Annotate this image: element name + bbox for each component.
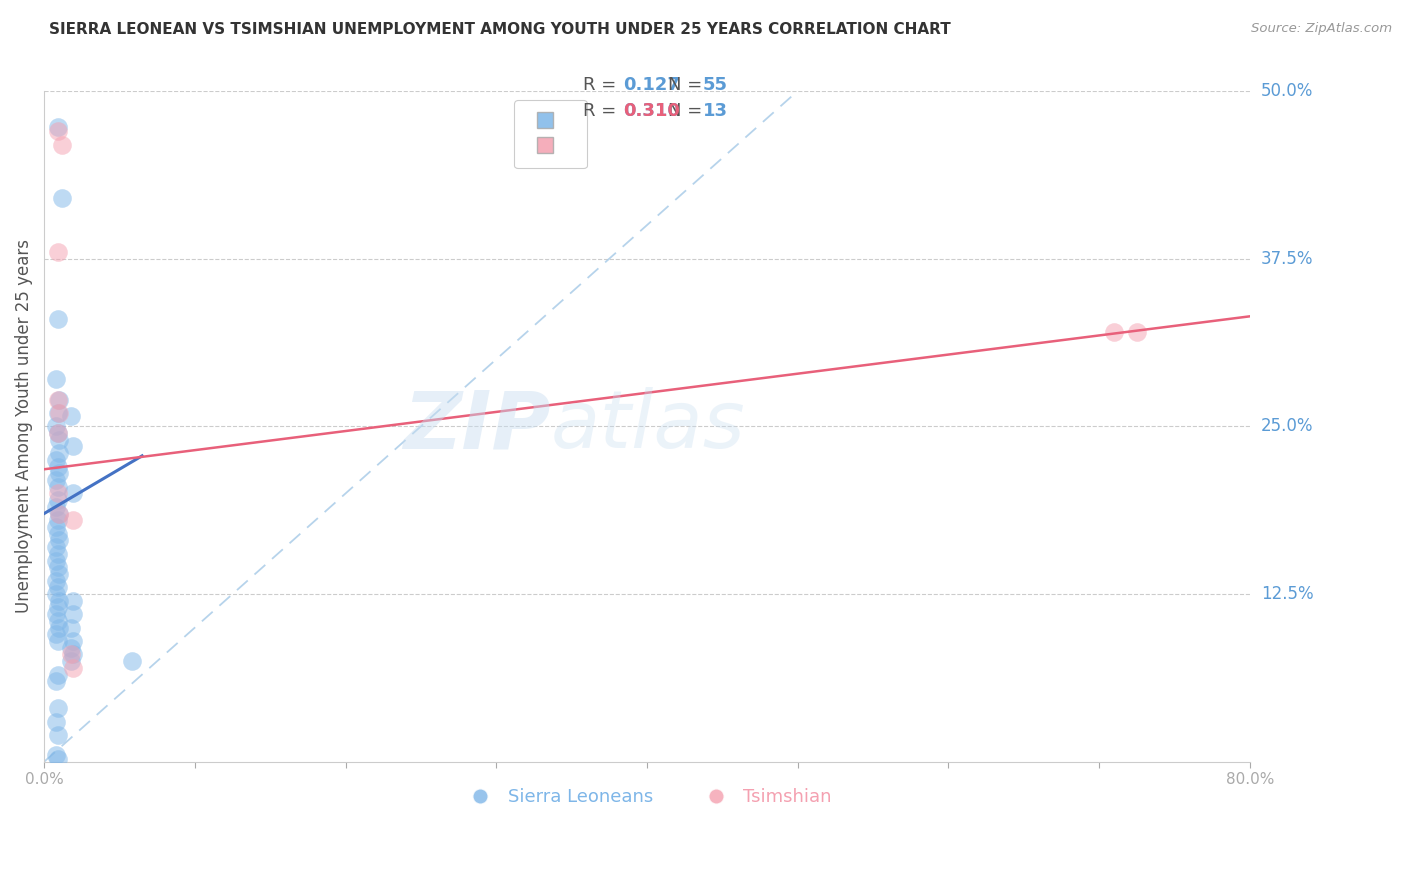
Point [46,392,69,407]
Text: 50.0%: 50.0% [1261,82,1313,100]
Point [48,406,70,420]
Point [45,419,67,434]
Text: 12.5%: 12.5% [1261,585,1313,603]
Y-axis label: Unemployment Among Youth under 25 years: Unemployment Among Youth under 25 years [15,239,32,614]
Text: 0.310: 0.310 [623,103,679,120]
Point [46,513,69,527]
Point [45,453,67,467]
Point [46,312,69,326]
Point [45,553,67,567]
Point [46,425,69,440]
Point [48,467,70,481]
Point [48,507,70,521]
Text: 0.310: 0.310 [623,103,679,120]
Point [46,667,69,681]
Point [1104,326,1126,340]
Point [62,440,84,454]
Point [46,526,69,541]
Point [46,124,69,138]
Point [46,459,69,474]
Point [46,244,69,259]
Legend: Sierra Leoneans, Tsimshian: Sierra Leoneans, Tsimshian [456,780,839,814]
Point [45,607,67,622]
Point [48,594,70,608]
Point [1126,326,1149,340]
Point [46,560,69,574]
Point [46,600,69,615]
Point [46,120,69,135]
Point [62,486,84,500]
Point [48,507,70,521]
Text: 25.0%: 25.0% [1261,417,1313,435]
Point [62,661,84,675]
Text: 13: 13 [703,103,728,120]
Point [46,493,69,508]
Point [45,714,67,729]
Point [46,547,69,561]
Point [51,137,73,152]
Point [48,392,70,407]
Point [60,409,83,423]
Text: 55: 55 [703,76,728,94]
Text: ZIP: ZIP [404,387,551,466]
Point [48,433,70,447]
Text: 37.5%: 37.5% [1261,250,1313,268]
Text: SIERRA LEONEAN VS TSIMSHIAN UNEMPLOYMENT AMONG YOUTH UNDER 25 YEARS CORRELATION : SIERRA LEONEAN VS TSIMSHIAN UNEMPLOYMENT… [49,22,950,37]
Point [45,473,67,487]
Text: R =: R = [583,76,623,94]
Point [48,621,70,635]
Point [48,566,70,581]
Text: atlas: atlas [551,387,745,466]
Point [46,406,69,420]
Point [46,486,69,500]
Point [46,634,69,648]
Point [45,540,67,554]
Point [62,594,84,608]
Point [51,191,73,205]
Text: R =: R = [583,103,623,120]
Point [60,621,83,635]
Point [60,640,83,655]
Point [121,654,143,668]
Point [62,607,84,622]
Point [45,574,67,588]
Point [46,480,69,494]
Point [45,674,67,689]
Point [62,634,84,648]
Point [45,500,67,514]
Text: N =: N = [668,76,707,94]
Point [46,614,69,628]
Text: N =: N = [668,103,707,120]
Point [46,728,69,742]
Point [45,372,67,386]
Point [46,701,69,715]
Point [46,752,69,766]
Point [48,533,70,548]
Point [48,446,70,460]
Point [60,648,83,662]
Point [62,513,84,527]
Point [45,627,67,641]
Point [46,425,69,440]
Text: 0.127: 0.127 [623,76,679,94]
Text: Source: ZipAtlas.com: Source: ZipAtlas.com [1251,22,1392,36]
Point [45,747,67,762]
Point [45,520,67,534]
Point [62,648,84,662]
Point [46,580,69,594]
Point [60,654,83,668]
Point [45,587,67,601]
